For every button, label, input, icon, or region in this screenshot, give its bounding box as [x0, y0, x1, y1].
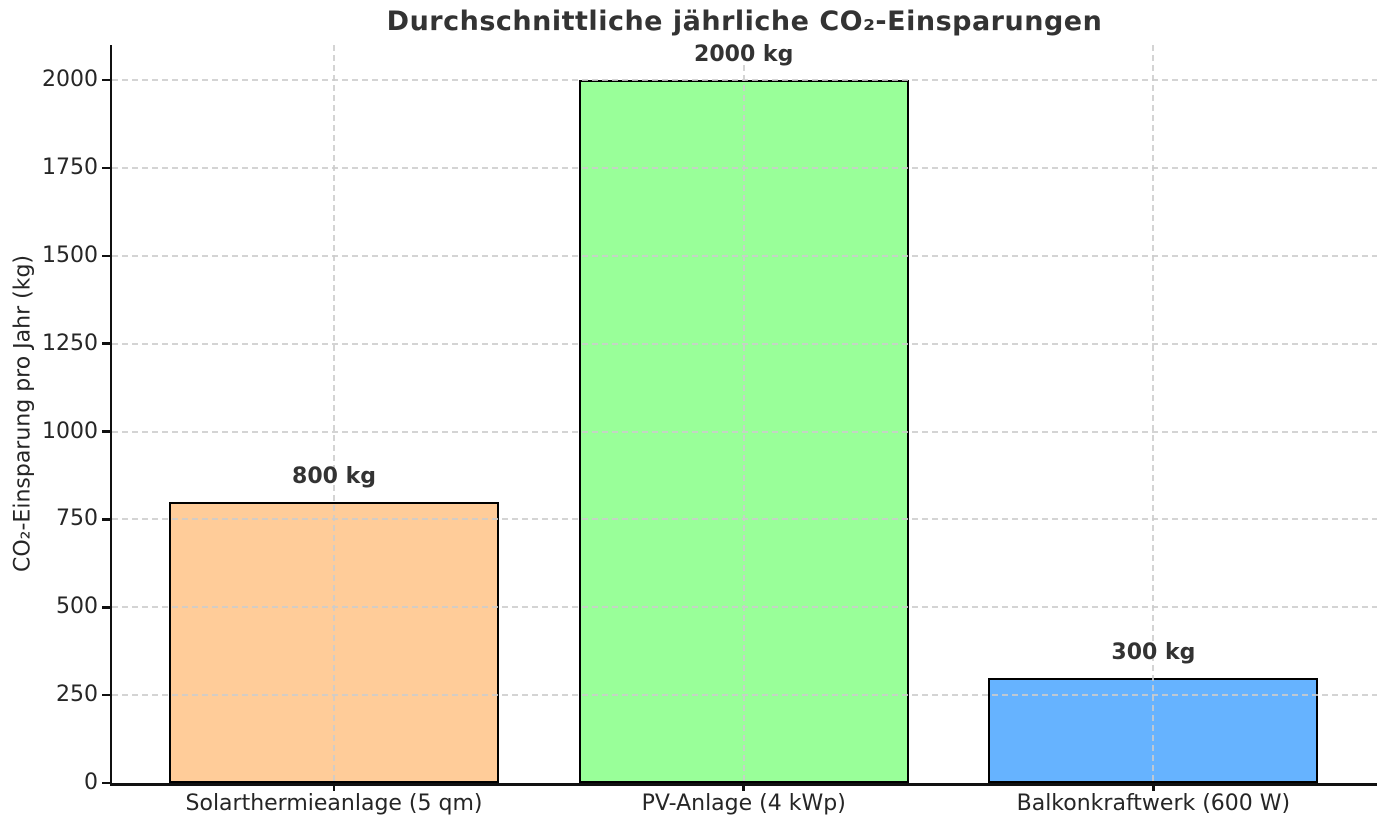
y-tick-mark-1000	[102, 430, 112, 433]
y-axis-spine	[109, 45, 112, 786]
y-tick-mark-750	[102, 518, 112, 521]
x-tick-mark-2	[1152, 785, 1155, 791]
y-tick-mark-1250	[102, 342, 112, 345]
y-tick-label-2000: 2000	[42, 67, 98, 93]
y-tick-label-1500: 1500	[42, 242, 98, 268]
bar-value-label-1: 2000 kg	[694, 42, 794, 68]
y-tick-mark-250	[102, 693, 112, 697]
bar-value-label-0: 800 kg	[292, 463, 376, 489]
y-tick-mark-500	[102, 606, 112, 609]
y-axis-label: CO₂-Einsparung pro Jahr (kg)	[10, 255, 36, 572]
v-gridline-2	[1152, 45, 1155, 783]
y-tick-mark-0	[102, 781, 112, 785]
bar-value-label-2: 300 kg	[1111, 639, 1196, 665]
x-tick-mark-0	[332, 785, 336, 791]
y-tick-label-1250: 1250	[42, 330, 98, 356]
x-tick-label-1: PV-Anlage (4 kWp)	[641, 791, 846, 816]
y-tick-mark-1500	[102, 254, 112, 258]
x-tick-label-0: Solarthermieanlage (5 qm)	[185, 791, 483, 816]
y-tick-label-1000: 1000	[42, 418, 98, 444]
y-tick-label-750: 750	[56, 506, 98, 532]
x-tick-label-2: Balkonkraftwerk (600 W)	[1016, 791, 1291, 816]
chart-title: Durchschnittliche jährliche CO₂-Einsparu…	[386, 6, 1103, 37]
y-tick-label-0: 0	[84, 770, 98, 795]
v-gridline-0	[333, 45, 335, 783]
y-tick-mark-2000	[102, 78, 112, 82]
y-tick-label-500: 500	[56, 594, 98, 620]
x-tick-mark-1	[742, 785, 745, 791]
v-gridline-1	[742, 45, 745, 783]
x-axis-spine	[109, 782, 1377, 786]
y-tick-label-1750: 1750	[42, 155, 98, 180]
y-tick-label-250: 250	[56, 682, 98, 708]
y-tick-mark-1750	[102, 166, 112, 170]
